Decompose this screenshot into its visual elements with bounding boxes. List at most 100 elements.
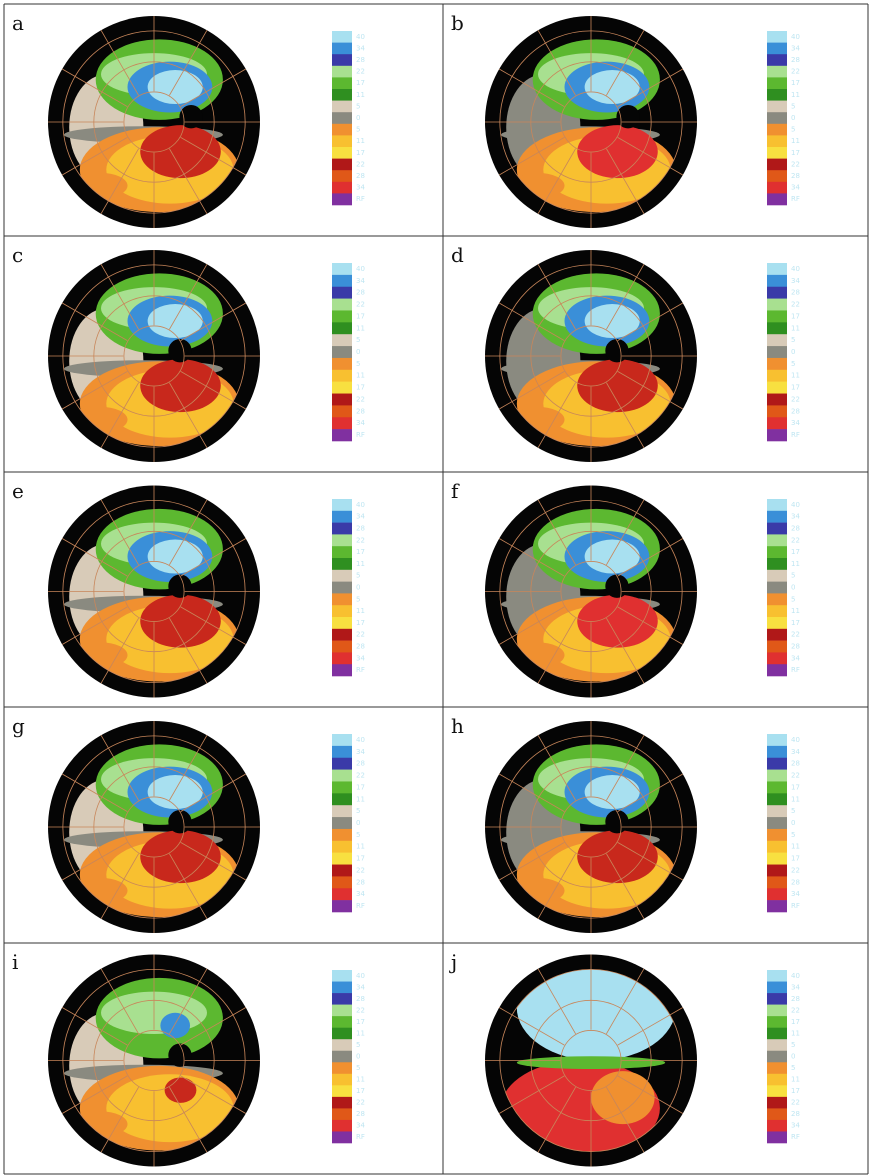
colorbar-swatch xyxy=(767,393,787,406)
radial-spoke xyxy=(617,1007,683,1046)
colorbar-label: 40 xyxy=(356,972,365,980)
colorbar-label: 22 xyxy=(356,1006,365,1014)
colorbar-label: 22 xyxy=(791,395,800,403)
radial-spoke xyxy=(499,773,565,812)
colorbar-swatch xyxy=(767,805,787,818)
radial-spoke xyxy=(499,606,565,645)
colorbar-swatch xyxy=(332,346,352,359)
panel: h 40 34 28 22 17 11 5 0 5 11 17 22 28 34 RF xyxy=(451,714,800,933)
colorbar-label: 11 xyxy=(356,795,365,803)
radar-echo xyxy=(500,508,676,682)
echo xyxy=(140,830,221,884)
colorbar-swatch xyxy=(332,193,352,206)
colorbar-label: 5 xyxy=(791,360,795,368)
radial-spoke xyxy=(180,606,246,645)
echo xyxy=(584,539,640,574)
colorbar-swatch xyxy=(767,1062,787,1075)
echo xyxy=(160,1012,191,1039)
colorbar-swatch xyxy=(767,840,787,853)
colorbar-swatch xyxy=(332,817,352,830)
colorbar-swatch xyxy=(767,334,787,347)
colorbar-swatch xyxy=(332,1050,352,1063)
colorbar-label: 34 xyxy=(791,419,800,427)
colorbar-label: 22 xyxy=(791,631,800,639)
colorbar-label: 17 xyxy=(791,312,800,320)
colorbar-swatch xyxy=(767,970,787,982)
colorbar-swatch xyxy=(332,181,352,194)
colorbar-swatch xyxy=(332,369,352,382)
colorbar-swatch xyxy=(332,417,352,430)
colorbar-swatch xyxy=(767,734,787,747)
colorbar-label: 11 xyxy=(791,843,800,851)
colorbar-swatch xyxy=(332,534,352,547)
colorbar-swatch xyxy=(332,993,352,1005)
echo xyxy=(147,539,203,574)
range-ring xyxy=(123,796,185,858)
colorbar-label: 11 xyxy=(791,91,800,99)
colorbar-swatch xyxy=(767,652,787,665)
colorbar-label: 22 xyxy=(356,866,365,874)
echo xyxy=(140,594,221,648)
colorbar-label: 22 xyxy=(356,536,365,544)
echo xyxy=(577,359,658,413)
colorbar-label: 17 xyxy=(791,1018,800,1026)
colorbar-label: 0 xyxy=(356,584,360,592)
colorbar-label: 17 xyxy=(356,79,365,87)
radial-spoke xyxy=(169,382,208,448)
colorbar-label: 5 xyxy=(791,126,795,134)
colorbar-swatch xyxy=(332,593,352,606)
colorbar-label: 40 xyxy=(356,736,365,744)
echo xyxy=(147,304,203,338)
panel-label: f xyxy=(451,479,460,503)
colorbar-label: 11 xyxy=(356,91,365,99)
colorbar-swatch xyxy=(332,664,352,677)
radial-spoke xyxy=(100,382,139,448)
colorbar-label: 34 xyxy=(356,1122,365,1130)
colorbar-label: 34 xyxy=(356,890,365,898)
colorbar-label: 17 xyxy=(791,384,800,392)
panel-label: j xyxy=(449,950,457,974)
colorbar-swatch xyxy=(767,781,787,794)
colorbar-swatch xyxy=(767,1027,787,1040)
colorbar-swatch xyxy=(332,112,352,125)
colorbar-swatch xyxy=(767,1131,787,1144)
colorbar-label: 0 xyxy=(791,584,795,592)
colorbar-label: 11 xyxy=(791,137,800,145)
colorbar-label: 0 xyxy=(791,348,795,356)
colorbar-swatch xyxy=(332,1062,352,1075)
radial-spoke xyxy=(537,30,576,96)
colorbar-label: 5 xyxy=(791,595,795,603)
radial-spoke xyxy=(169,264,208,330)
radial-spoke xyxy=(169,853,208,919)
colorbar-label: 22 xyxy=(791,68,800,76)
colorbar-label: 22 xyxy=(356,631,365,639)
colorbar-label: 34 xyxy=(356,654,365,662)
radar-center xyxy=(168,574,192,598)
radial-spoke xyxy=(180,137,246,176)
colorbar-label: 17 xyxy=(356,1087,365,1095)
colorbar-label: 22 xyxy=(356,160,365,168)
colorbar-swatch xyxy=(332,510,352,523)
radial-spoke xyxy=(169,617,208,684)
colorbar-swatch xyxy=(767,158,787,171)
colorbar-swatch xyxy=(332,558,352,571)
colorbar-label: 5 xyxy=(356,1064,360,1072)
colorbar-label: RF xyxy=(356,666,365,674)
range-ring xyxy=(123,561,185,622)
radial-spoke xyxy=(169,735,208,801)
colorbar-label: 11 xyxy=(791,324,800,332)
colorbar-label: 5 xyxy=(356,102,360,110)
colorbar-label: 22 xyxy=(791,866,800,874)
colorbar-label: 5 xyxy=(791,572,795,580)
colorbar-swatch xyxy=(767,793,787,806)
colorbar-swatch xyxy=(767,369,787,382)
colorbar-swatch xyxy=(767,65,787,78)
panel: e 40 34 28 22 17 11 5 0 5 11 17 22 28 34 RF xyxy=(12,479,365,698)
radial-spoke xyxy=(169,30,208,96)
colorbar-label: 22 xyxy=(356,395,365,403)
colorbar-swatch xyxy=(332,1108,352,1121)
echo xyxy=(106,1074,234,1143)
panel: b 40 34 28 22 17 11 5 0 5 11 17 22 28 34 RF xyxy=(451,11,800,228)
colorbar-label: 17 xyxy=(356,619,365,627)
colorbar-label: 17 xyxy=(791,855,800,863)
